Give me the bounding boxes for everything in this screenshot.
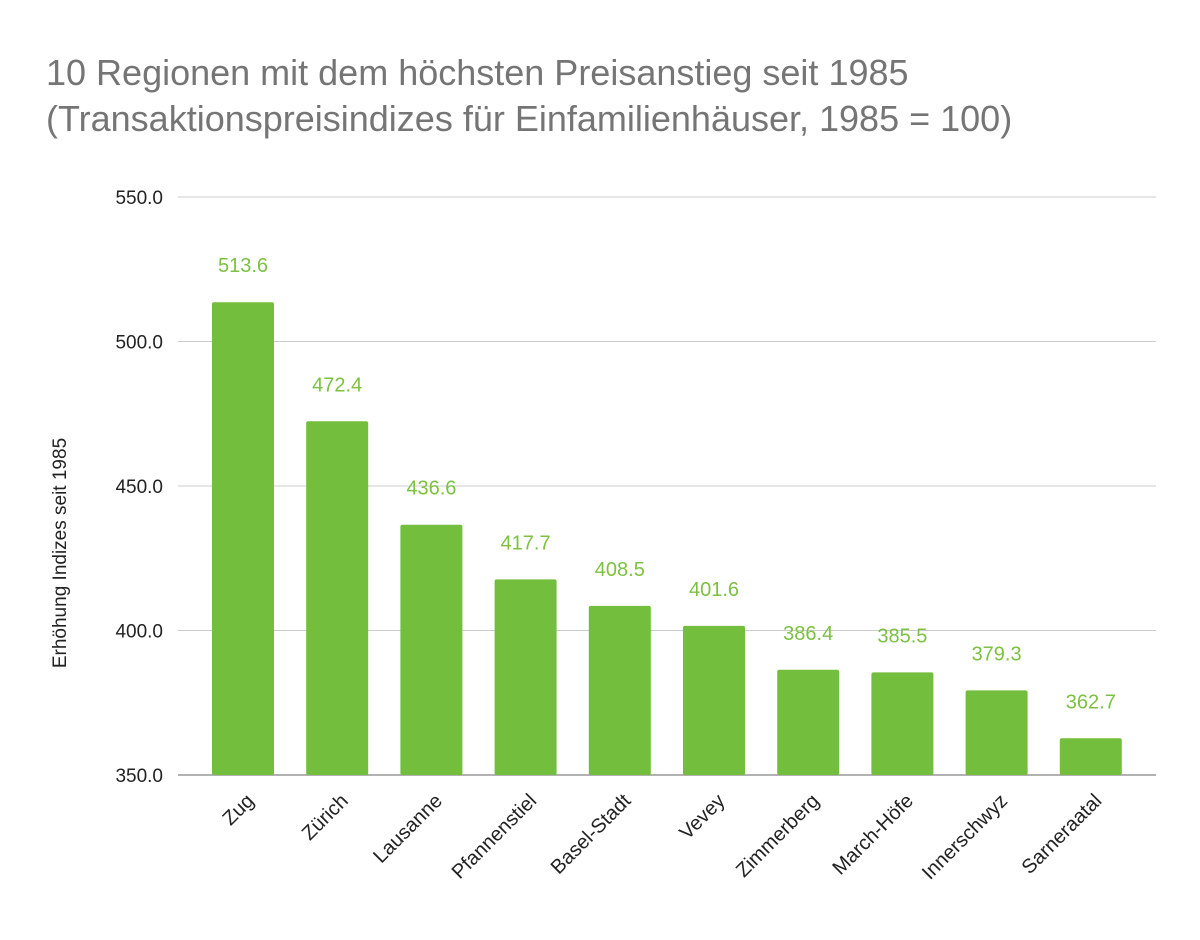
data-label: 401.6 bbox=[689, 579, 739, 601]
y-tick-label: 500.0 bbox=[115, 333, 163, 354]
y-tick-label: 350.0 bbox=[115, 766, 163, 787]
chart-title: 10 Regionen mit dem höchsten Preisanstie… bbox=[46, 52, 909, 93]
bar bbox=[777, 669, 840, 775]
bar bbox=[212, 302, 274, 775]
bar bbox=[494, 579, 557, 775]
data-label: 362.7 bbox=[1066, 691, 1116, 713]
data-label: 472.4 bbox=[312, 374, 362, 396]
x-category-label: Zimmerberg bbox=[732, 790, 824, 882]
y-axis-ticks: 350.0 400.0 450.0 500.0 550.0 bbox=[115, 188, 163, 787]
data-label: 408.5 bbox=[595, 559, 645, 581]
x-category-label: Sarneraatal bbox=[1018, 790, 1107, 879]
data-label: 417.7 bbox=[501, 532, 551, 554]
data-label: 385.5 bbox=[877, 625, 927, 647]
x-category-label: Lausanne bbox=[369, 790, 447, 868]
x-category-label: Basel-Stadt bbox=[547, 790, 636, 879]
bar bbox=[683, 625, 745, 775]
data-label: 436.6 bbox=[406, 478, 456, 500]
data-label: 513.6 bbox=[218, 255, 268, 277]
bar bbox=[306, 421, 369, 775]
x-category-label: March-Höfe bbox=[828, 790, 917, 879]
bars bbox=[212, 302, 1122, 775]
data-label: 386.4 bbox=[783, 623, 833, 645]
x-category-label: Pfannenstiel bbox=[448, 790, 541, 883]
bar bbox=[1059, 738, 1122, 775]
bar bbox=[965, 690, 1028, 775]
y-tick-label: 550.0 bbox=[115, 188, 163, 209]
bar bbox=[400, 524, 463, 775]
x-category-label: Vevey bbox=[675, 790, 729, 844]
y-tick-label: 400.0 bbox=[115, 622, 163, 643]
data-label: 379.3 bbox=[972, 643, 1022, 665]
bar bbox=[588, 605, 651, 775]
bar bbox=[871, 672, 934, 775]
x-category-label: Innerschwyz bbox=[918, 790, 1012, 884]
y-tick-label: 450.0 bbox=[115, 477, 163, 498]
x-axis-categories: Zug Zürich Lausanne Pfannenstiel Basel-Stadt… bbox=[219, 790, 1107, 884]
chart-subtitle: (Transaktionspreisindizes für Einfamilie… bbox=[46, 98, 1013, 139]
x-category-label: Zürich bbox=[298, 790, 353, 845]
y-axis-label: Erhöhung Indizes seit 1985 bbox=[50, 438, 71, 668]
data-labels: 513.6 472.4 436.6 417.7 408.5 401.6 386.4 385.5… bbox=[218, 255, 1116, 713]
x-category-label: Zug bbox=[219, 790, 259, 830]
